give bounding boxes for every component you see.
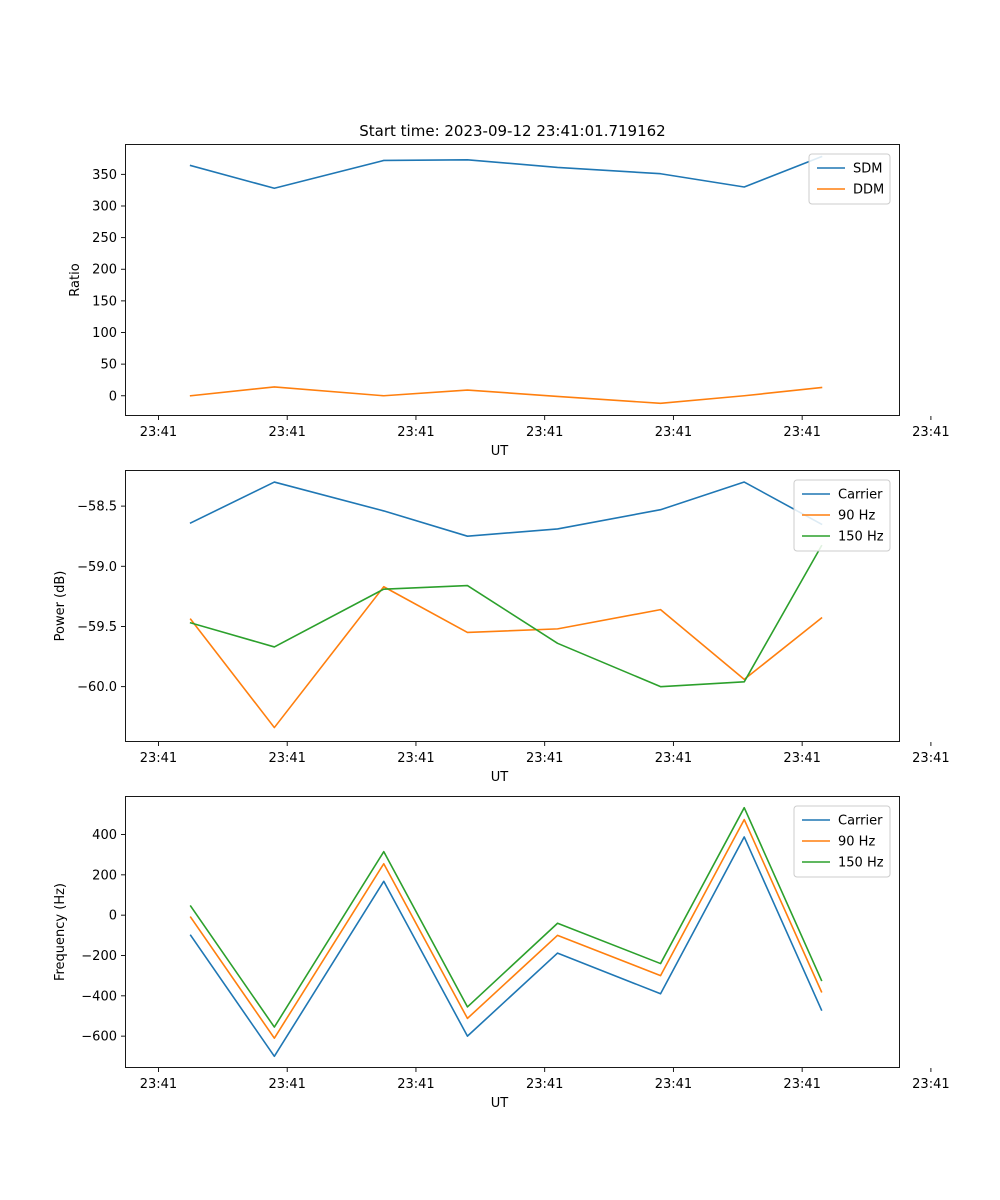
x-tick-label: 23:41 <box>140 1077 177 1092</box>
y-tick-label: −60.0 <box>77 680 117 695</box>
x-tick-label: 23:41 <box>140 751 177 766</box>
y-tick-label: 0 <box>109 909 117 924</box>
series-line-90-hz <box>189 818 823 1039</box>
series-line-90-hz <box>189 585 823 729</box>
x-tick-label: 23:41 <box>526 751 563 766</box>
y-tick-label: −58.5 <box>77 500 117 515</box>
axes-frame <box>125 796 900 1068</box>
y-tick-label: 0 <box>109 389 117 404</box>
y-axis-label: Power (dB) <box>53 571 68 642</box>
x-tick-label: 23:41 <box>912 425 949 440</box>
legend-box <box>808 153 891 205</box>
y-tick-label: −200 <box>81 949 117 964</box>
legend-label-90-hz: 90 Hz <box>838 835 875 850</box>
panel-power: 23:4123:4123:4123:4123:4123:4123:4123:42… <box>53 470 950 785</box>
y-tick-label: 50 <box>100 358 117 373</box>
x-axis-label: UT <box>491 770 509 785</box>
x-tick-label: 23:41 <box>783 751 820 766</box>
x-tick-label: 23:41 <box>526 425 563 440</box>
legend-label-150-hz: 150 Hz <box>838 530 884 545</box>
x-tick-label: 23:41 <box>397 1077 434 1092</box>
legend-label-ddm: DDM <box>853 183 884 198</box>
y-tick-label: 400 <box>92 828 117 843</box>
series-line-sdm <box>189 155 823 190</box>
legend-box <box>793 479 891 552</box>
panel-frequency: 23:4123:4123:4123:4123:4123:4123:4123:42… <box>53 796 950 1111</box>
series-line-150-hz <box>189 544 823 688</box>
x-tick-label: 23:41 <box>655 1077 692 1092</box>
x-tick-label: 23:41 <box>655 751 692 766</box>
x-tick-label: 23:41 <box>397 425 434 440</box>
y-tick-label: 150 <box>92 294 117 309</box>
x-tick-label: 23:41 <box>268 425 305 440</box>
y-tick-label: 200 <box>92 868 117 883</box>
legend-box <box>793 805 891 878</box>
x-tick-label: 23:41 <box>526 1077 563 1092</box>
y-tick-label: 250 <box>92 231 117 246</box>
legend-label-90-hz: 90 Hz <box>838 509 875 524</box>
series-line-ddm <box>189 386 823 405</box>
y-tick-label: 100 <box>92 326 117 341</box>
x-tick-label: 23:41 <box>655 425 692 440</box>
series-line-carrier <box>189 481 823 537</box>
y-tick-label: −59.0 <box>77 560 117 575</box>
x-tick-label: 23:41 <box>912 751 949 766</box>
x-tick-label: 23:41 <box>140 425 177 440</box>
x-tick-label: 23:41 <box>268 1077 305 1092</box>
legend-label-sdm: SDM <box>853 162 882 177</box>
series-line-carrier <box>189 836 823 1058</box>
legend-label-carrier: Carrier <box>838 488 883 503</box>
y-tick-label: 350 <box>92 168 117 183</box>
x-tick-label: 23:41 <box>397 751 434 766</box>
axes-frame <box>125 144 900 416</box>
series-line-150-hz <box>189 806 823 1028</box>
y-tick-label: −600 <box>81 1030 117 1045</box>
legend: SDM DDM <box>808 153 891 205</box>
x-axis-label: UT <box>491 444 509 459</box>
x-tick-label: 23:41 <box>268 751 305 766</box>
x-axis-label: UT <box>491 1096 509 1111</box>
legend-label-150-hz: 150 Hz <box>838 856 884 871</box>
legend: Carrier 90 Hz 150 Hz <box>793 805 891 878</box>
y-tick-label: −400 <box>81 989 117 1004</box>
x-tick-label: 23:41 <box>783 1077 820 1092</box>
legend-label-carrier: Carrier <box>838 814 883 829</box>
legend: Carrier 90 Hz 150 Hz <box>793 479 891 552</box>
y-tick-label: 300 <box>92 199 117 214</box>
y-axis-label: Ratio <box>68 263 83 296</box>
y-tick-label: 200 <box>92 263 117 278</box>
y-axis-label: Frequency (Hz) <box>53 883 68 981</box>
panel-ratio: 23:4123:4123:4123:4123:4123:4123:4123:42… <box>68 144 950 459</box>
axes-frame <box>125 470 900 742</box>
figure-title: Start time: 2023-09-12 23:41:01.719162 <box>359 122 665 140</box>
x-tick-label: 23:41 <box>912 1077 949 1092</box>
y-tick-label: −59.5 <box>77 620 117 635</box>
x-tick-label: 23:41 <box>783 425 820 440</box>
